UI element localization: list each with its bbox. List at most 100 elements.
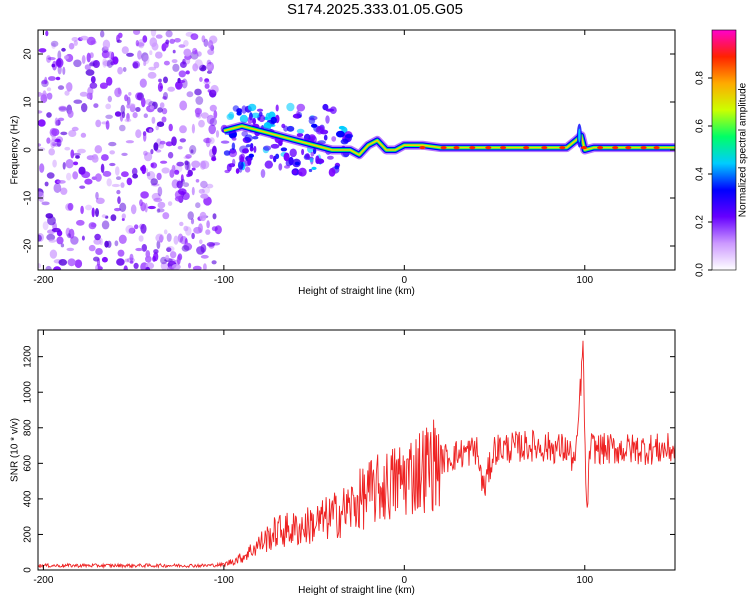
noise-blob	[184, 160, 189, 166]
colorbar-tick-label: 0.2	[695, 215, 706, 229]
noise-blob	[161, 107, 168, 115]
noise-blob	[200, 193, 209, 199]
noise-blob	[51, 42, 56, 49]
mid-blob	[278, 163, 283, 171]
mid-blob	[251, 112, 260, 119]
top-x-axis-label: Height of straight line (km)	[298, 286, 415, 297]
noise-blob	[182, 182, 190, 188]
noise-blob	[71, 126, 79, 132]
noise-blob	[199, 239, 203, 245]
noise-blob	[38, 119, 46, 127]
mid-blob	[331, 136, 337, 142]
ridge-core	[223, 125, 675, 156]
ridge-hotspot	[453, 146, 460, 150]
noise-blob	[194, 107, 202, 115]
noise-blob	[132, 62, 139, 69]
noise-blob	[180, 174, 184, 183]
noise-blob	[95, 191, 99, 200]
noise-blob	[131, 167, 138, 176]
noise-blob	[92, 60, 100, 68]
noise-blob	[38, 263, 42, 269]
mid-blob	[296, 110, 300, 119]
noise-blob	[174, 38, 181, 43]
noise-blob	[117, 249, 125, 257]
mid-blob	[264, 160, 273, 169]
bottom-x-axis-label: Height of straight line (km)	[298, 585, 415, 596]
noise-blob	[120, 104, 126, 114]
bottom-y-tick-label: 400	[23, 490, 34, 507]
noise-blob	[190, 149, 194, 154]
noise-blob	[150, 30, 157, 37]
noise-blob	[155, 51, 163, 59]
noise-blob	[53, 266, 62, 270]
noise-blob	[209, 89, 217, 98]
noise-blob	[175, 81, 183, 90]
noise-blob	[181, 78, 188, 89]
noise-blob	[205, 229, 211, 235]
noise-blob	[166, 266, 175, 270]
mid-blob	[263, 145, 271, 151]
noise-blob	[44, 181, 49, 187]
noise-blob	[211, 226, 218, 232]
noise-blob	[85, 69, 95, 76]
noise-blob	[55, 76, 61, 81]
noise-blob	[94, 145, 103, 154]
mid-blob	[252, 136, 259, 140]
noise-blob	[105, 114, 113, 120]
noise-blob	[129, 253, 134, 262]
noise-blob	[91, 155, 99, 163]
noise-blob	[209, 104, 217, 112]
noise-blob	[95, 119, 102, 128]
noise-blob	[157, 208, 165, 213]
noise-blob	[90, 40, 97, 45]
noise-blob	[121, 152, 128, 156]
noise-blob	[128, 227, 136, 234]
mid-blob	[240, 156, 245, 163]
noise-blob	[150, 149, 154, 155]
noise-blob	[186, 91, 194, 98]
noise-blob	[121, 213, 127, 219]
noise-blob	[190, 218, 195, 225]
noise-blob	[73, 152, 81, 156]
noise-blob	[135, 92, 143, 101]
noise-blob	[176, 254, 181, 265]
ridge-hotspot	[597, 146, 604, 150]
noise-blob	[73, 59, 82, 68]
noise-blob	[201, 112, 209, 119]
top-y-tick-label: -20	[23, 238, 34, 253]
noise-blob	[42, 221, 49, 231]
noise-blob	[67, 258, 76, 267]
noise-blob	[109, 162, 116, 167]
noise-blob	[53, 183, 62, 193]
noise-blob	[155, 233, 165, 242]
mid-blob	[247, 103, 257, 112]
mid-blob	[301, 148, 305, 156]
noise-blob	[166, 247, 172, 253]
noise-blob	[171, 263, 181, 270]
noise-blob	[168, 258, 176, 265]
noise-blob	[81, 55, 86, 64]
noise-blob	[207, 48, 215, 56]
noise-blob	[46, 55, 52, 63]
noise-blob	[178, 188, 187, 195]
noise-blob	[75, 155, 80, 159]
noise-blob	[81, 103, 88, 113]
mid-blob	[223, 150, 231, 156]
noise-blob	[65, 159, 74, 169]
colorbar-tick-label: 0.0	[695, 263, 706, 277]
noise-blob	[192, 47, 198, 55]
noise-blob	[158, 142, 165, 149]
noise-blob	[52, 60, 57, 71]
mid-blob	[325, 115, 330, 124]
noise-blob	[100, 30, 105, 38]
mid-blob	[228, 163, 236, 168]
top-x-tick-label: -200	[33, 275, 53, 286]
noise-blob	[140, 223, 147, 234]
noise-blob	[187, 211, 194, 220]
noise-blob	[72, 171, 79, 180]
noise-blob	[179, 100, 188, 111]
noise-blob	[126, 177, 133, 186]
noise-blob	[41, 80, 48, 85]
ridge-spike-core	[578, 128, 581, 143]
noise-blob	[172, 49, 176, 54]
